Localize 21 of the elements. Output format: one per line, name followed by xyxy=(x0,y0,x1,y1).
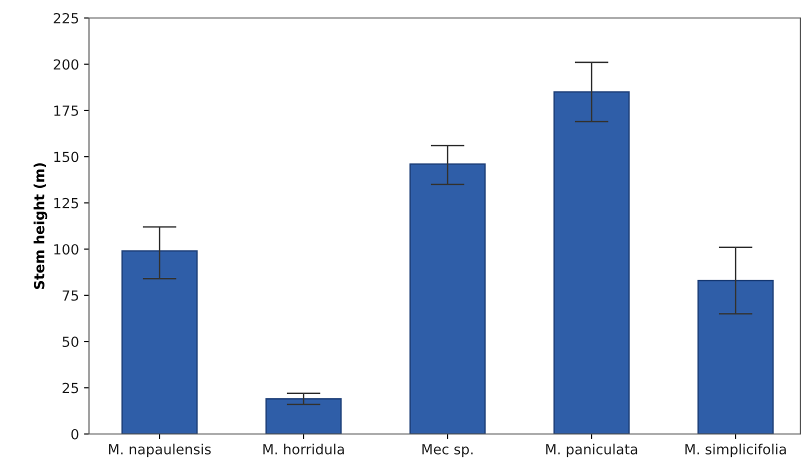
y-tick-label: 175 xyxy=(54,106,78,116)
x-tick-label: M. horridula xyxy=(263,444,344,454)
y-tick-label: 25 xyxy=(62,382,78,394)
y-tick-label: 150 xyxy=(54,152,78,162)
y-tick-label: 225 xyxy=(54,12,78,24)
y-tick-label: 200 xyxy=(54,59,78,70)
x-tick-label: M. paniculata xyxy=(546,444,638,458)
x-tick-label: Mec sp. xyxy=(422,444,473,458)
y-tick-label: 125 xyxy=(54,198,78,208)
bar xyxy=(409,163,486,434)
bar xyxy=(553,91,630,434)
y-tick-label: 50 xyxy=(62,336,78,348)
y-axis-title: Stem height (m) xyxy=(34,163,48,289)
bar xyxy=(697,280,774,434)
y-tick-label: 100 xyxy=(54,244,78,255)
y-tick-label: 0 xyxy=(71,428,78,440)
x-tick-label: M. napaulensis xyxy=(109,444,211,458)
x-tick-label: M. simplicifolia xyxy=(685,444,786,458)
bar xyxy=(265,398,342,434)
bar xyxy=(121,250,198,434)
y-tick-label: 75 xyxy=(62,290,78,301)
